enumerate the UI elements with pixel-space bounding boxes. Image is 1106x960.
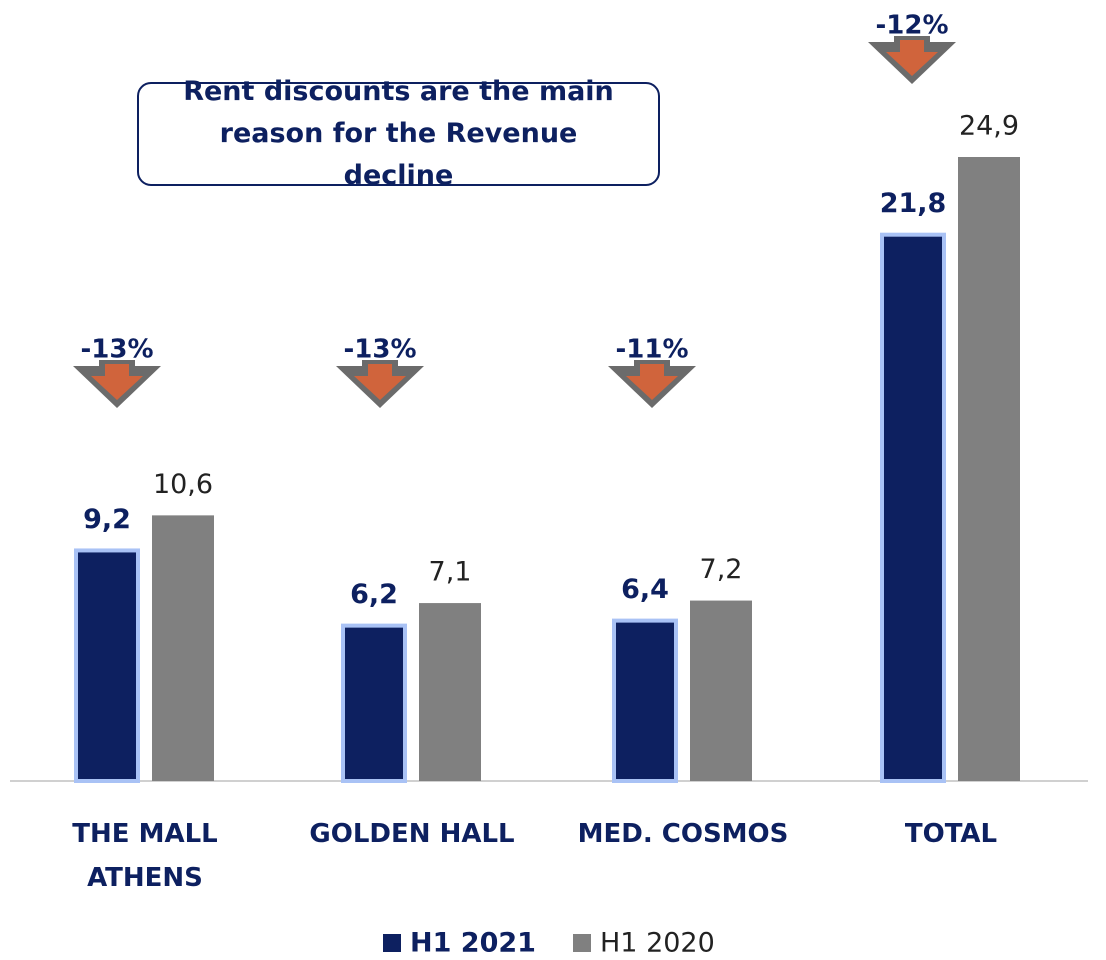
x-tick-label: GOLDEN HALL	[309, 819, 515, 849]
bar	[958, 157, 1020, 781]
bar	[880, 232, 946, 783]
arrow-inner	[91, 364, 143, 400]
x-tick-label: TOTAL	[904, 819, 998, 849]
value-label: 7,2	[700, 554, 743, 585]
value-label: 21,8	[880, 188, 947, 219]
change-label: -13%	[343, 335, 416, 365]
value-label: 7,1	[429, 557, 472, 588]
legend-label: H1 2021	[410, 928, 536, 959]
bar	[341, 623, 407, 784]
bar	[419, 603, 481, 781]
value-label: 6,4	[621, 574, 669, 605]
legend-label: H1 2020	[600, 928, 715, 959]
bar	[690, 600, 752, 781]
value-label: 6,2	[350, 579, 398, 610]
x-tick-label: THE MALL ATHENS	[72, 819, 218, 893]
arrow-inner	[886, 40, 938, 76]
x-tick-label: MED. COSMOS	[577, 819, 789, 849]
value-label: 9,2	[83, 504, 131, 535]
arrow-inner	[626, 364, 678, 400]
value-label: 10,6	[153, 469, 213, 500]
bar	[612, 618, 678, 783]
legend-swatch	[383, 934, 401, 952]
bar	[152, 515, 214, 781]
bar	[74, 548, 140, 784]
change-label: -11%	[615, 335, 688, 365]
change-label: -12%	[875, 11, 948, 41]
callout: Rent discounts are the main reason for t…	[137, 76, 660, 191]
legend-swatch	[573, 934, 591, 952]
arrow-inner	[354, 364, 406, 400]
change-label: -13%	[80, 335, 153, 365]
value-label: 24,9	[959, 111, 1019, 142]
